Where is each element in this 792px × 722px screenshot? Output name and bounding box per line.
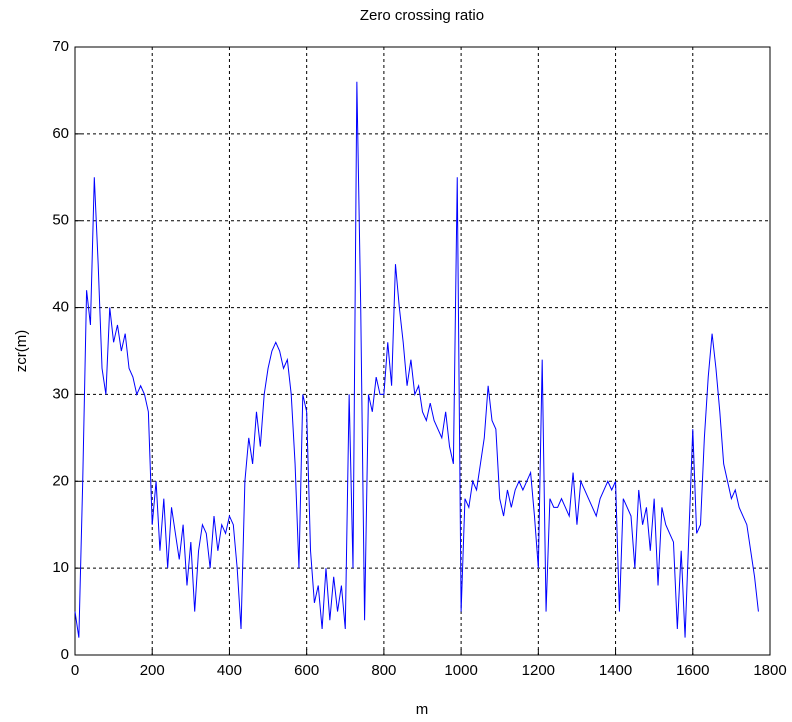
x-tick-label: 400 <box>217 662 242 679</box>
x-tick-label: 800 <box>371 662 396 679</box>
x-tick-label: 1200 <box>522 662 555 679</box>
y-tick-label: 10 <box>52 559 69 576</box>
x-tick-label: 200 <box>140 662 165 679</box>
plot-frame <box>74 46 771 656</box>
x-tick-label: 1800 <box>753 662 786 679</box>
x-tick-label: 1600 <box>676 662 709 679</box>
y-tick-label: 40 <box>52 299 69 316</box>
y-tick-label: 30 <box>52 385 69 402</box>
y-tick-label: 50 <box>52 212 69 229</box>
y-tick-label: 60 <box>52 125 69 142</box>
x-axis-label: m <box>416 701 429 718</box>
x-tick-label: 600 <box>294 662 319 679</box>
x-tick-label: 0 <box>71 662 79 679</box>
y-axis-label: zcr(m) <box>13 330 30 372</box>
x-tick-label: 1000 <box>444 662 477 679</box>
data-line <box>74 81 759 638</box>
x-tick-label: 1400 <box>599 662 632 679</box>
y-tick-label: 0 <box>61 646 69 663</box>
y-tick-label: 20 <box>52 472 69 489</box>
chart-title: Zero crossing ratio <box>360 7 484 24</box>
y-tick-label: 70 <box>52 38 69 55</box>
